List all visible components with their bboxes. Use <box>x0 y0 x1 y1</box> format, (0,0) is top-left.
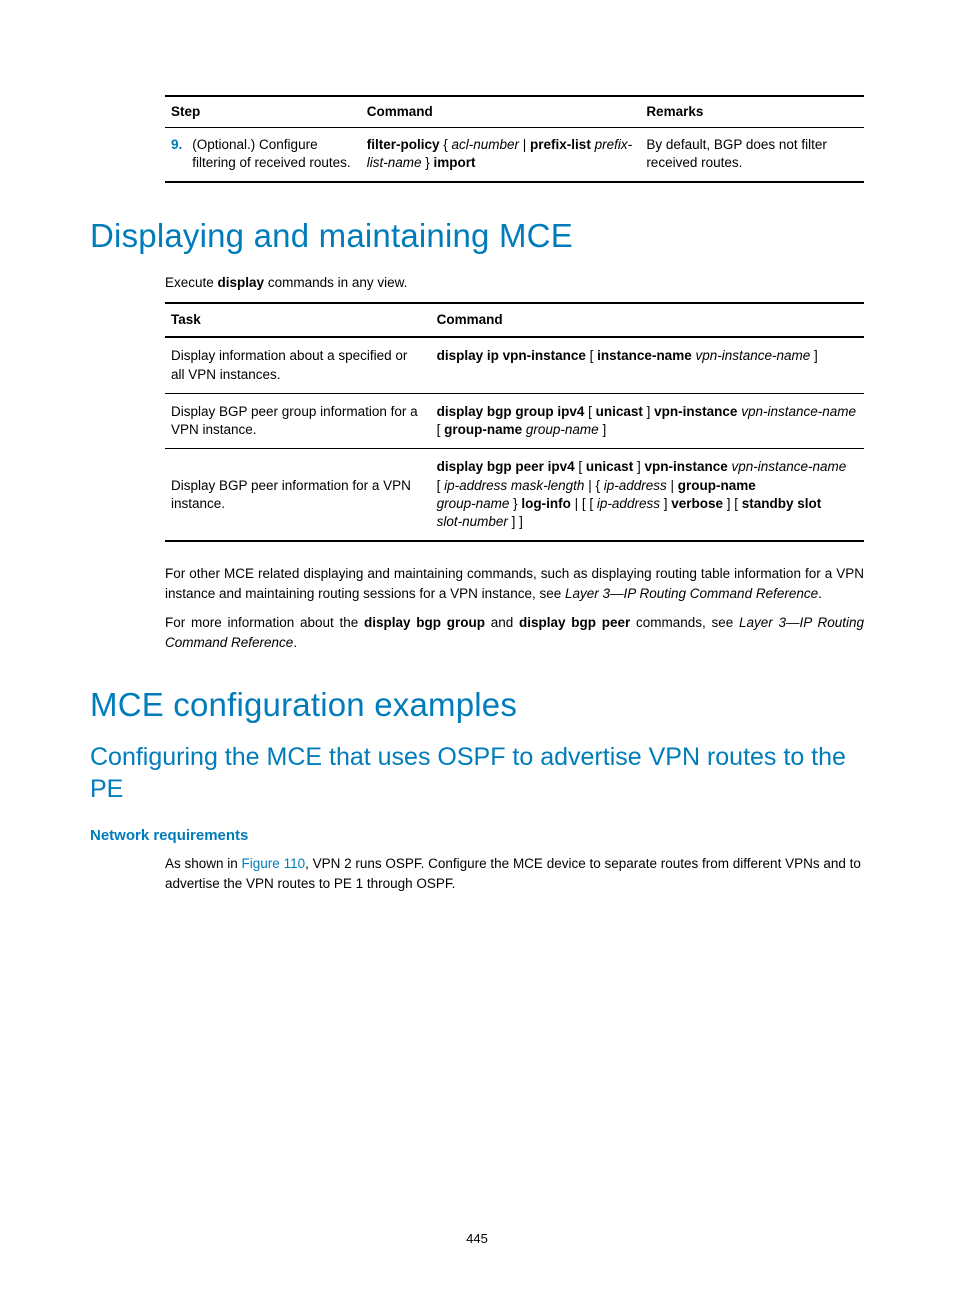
cmd-text: } <box>421 155 433 170</box>
heading-mce-examples: MCE configuration examples <box>90 686 864 724</box>
cell-command: display bgp peer ipv4 [ unicast ] vpn-in… <box>431 449 864 541</box>
cell-task: Display BGP peer group information for a… <box>165 393 431 448</box>
text: and <box>485 615 519 630</box>
remarks-text: By default, BGP does not filter received… <box>646 137 827 170</box>
task-command-table: Task Command Display information about a… <box>165 302 864 542</box>
cmd-keyword: standby slot <box>742 496 822 511</box>
th-command-text: Command <box>437 312 503 327</box>
text: commands in any view. <box>264 275 407 290</box>
step-table-block: Step Command Remarks 9. (Optional.) Conf… <box>165 95 864 183</box>
cmd-arg: acl-number <box>452 137 520 152</box>
cmd-arg: ip-address mask-length <box>444 478 584 493</box>
cmd-keyword: import <box>434 155 476 170</box>
cmd-text: | <box>519 137 530 152</box>
ref-text: Layer 3—IP Routing Command Reference <box>565 586 818 601</box>
th-remarks-text: Remarks <box>646 104 703 119</box>
text: commands, see <box>630 615 739 630</box>
step-text: (Optional.) Configure filtering of recei… <box>186 136 354 172</box>
cmd-text: [ <box>575 459 586 474</box>
cmd-keyword: verbose <box>671 496 723 511</box>
cmd-text: ] <box>660 496 671 511</box>
th-step: Step <box>165 96 361 128</box>
cell-command: filter-policy { acl-number | prefix-list… <box>361 128 641 182</box>
cmd-keyword: log-info <box>521 496 570 511</box>
th-command-text: Command <box>367 104 433 119</box>
cmd-keyword: group-name <box>444 422 522 437</box>
table-row: Display BGP peer information for a VPN i… <box>165 449 864 541</box>
table-row: 9. (Optional.) Configure filtering of re… <box>165 128 864 182</box>
cmd-text: [ <box>437 422 445 437</box>
cell-command: display ip vpn-instance [ instance-name … <box>431 337 864 393</box>
cell-task: Display information about a specified or… <box>165 337 431 393</box>
cmd-arg: ip-address <box>597 496 660 511</box>
cmd-text: ] <box>810 348 818 363</box>
bold-text: display bgp peer <box>519 615 630 630</box>
table-row: Display information about a specified or… <box>165 337 864 393</box>
th-remarks: Remarks <box>640 96 864 128</box>
cmd-text: } <box>509 496 521 511</box>
heading-displaying-mce: Displaying and maintaining MCE <box>90 217 864 255</box>
th-step-text: Step <box>171 104 200 119</box>
execute-paragraph: Execute display commands in any view. <box>165 273 864 293</box>
paragraph: For more information about the display b… <box>165 613 864 652</box>
text: For more information about the <box>165 615 364 630</box>
text: . <box>818 586 822 601</box>
cmd-keyword: unicast <box>586 459 633 474</box>
cmd-keyword: display ip vpn-instance <box>437 348 586 363</box>
th-command: Command <box>431 303 864 337</box>
cell-step: 9. (Optional.) Configure filtering of re… <box>165 128 361 182</box>
cmd-arg: group-name <box>437 496 510 511</box>
bold-text: display <box>218 275 265 290</box>
text: . <box>293 635 297 650</box>
cmd-arg: slot-number <box>437 514 508 529</box>
cmd-keyword: display bgp peer ipv4 <box>437 459 575 474</box>
cmd-arg: vpn-instance-name <box>692 348 811 363</box>
th-task-text: Task <box>171 312 201 327</box>
table-row: Display BGP peer group information for a… <box>165 393 864 448</box>
step-number: 9. <box>171 136 186 172</box>
cmd-arg: vpn-instance-name <box>737 404 856 419</box>
cmd-text: ] <box>599 422 607 437</box>
cmd-text: [ <box>586 348 597 363</box>
cell-remarks: By default, BGP does not filter received… <box>640 128 864 182</box>
cmd-text: { <box>439 137 451 152</box>
cmd-text: | [ [ <box>571 496 597 511</box>
paragraph: As shown in Figure 110, VPN 2 runs OSPF.… <box>165 854 864 893</box>
cmd-keyword: display bgp group ipv4 <box>437 404 585 419</box>
cmd-keyword: vpn-instance <box>644 459 727 474</box>
step-table: Step Command Remarks 9. (Optional.) Conf… <box>165 95 864 183</box>
cmd-arg: ip-address <box>604 478 667 493</box>
heading-network-requirements: Network requirements <box>90 827 864 844</box>
figure-link[interactable]: Figure 110 <box>242 856 306 871</box>
cmd-text: ] <box>643 404 654 419</box>
text: As shown in <box>165 856 242 871</box>
bold-text: display bgp group <box>364 615 485 630</box>
cmd-keyword: vpn-instance <box>654 404 737 419</box>
cmd-text: ] ] <box>508 514 523 529</box>
cmd-arg: group-name <box>522 422 599 437</box>
cmd-keyword: prefix-list <box>530 137 591 152</box>
content-block: Execute display commands in any view. Ta… <box>165 273 864 653</box>
cmd-text: [ <box>437 478 445 493</box>
cell-command: display bgp group ipv4 [ unicast ] vpn-i… <box>431 393 864 448</box>
paragraph: For other MCE related displaying and mai… <box>165 564 864 603</box>
cmd-keyword: filter-policy <box>367 137 440 152</box>
text: Execute <box>165 275 218 290</box>
heading-ospf-config: Configuring the MCE that uses OSPF to ad… <box>90 742 864 805</box>
cmd-text: | { <box>584 478 603 493</box>
document-page: Step Command Remarks 9. (Optional.) Conf… <box>0 0 954 1296</box>
cmd-text: ] [ <box>723 496 742 511</box>
page-number: 445 <box>0 1231 954 1246</box>
cell-task: Display BGP peer information for a VPN i… <box>165 449 431 541</box>
content-block: As shown in Figure 110, VPN 2 runs OSPF.… <box>165 854 864 893</box>
cmd-keyword: instance-name <box>597 348 692 363</box>
th-task: Task <box>165 303 431 337</box>
th-command: Command <box>361 96 641 128</box>
cmd-text: | <box>667 478 678 493</box>
cmd-text: [ <box>584 404 595 419</box>
cmd-keyword: unicast <box>596 404 643 419</box>
cmd-text: ] <box>633 459 644 474</box>
cmd-keyword: group-name <box>678 478 756 493</box>
cmd-arg: vpn-instance-name <box>728 459 847 474</box>
